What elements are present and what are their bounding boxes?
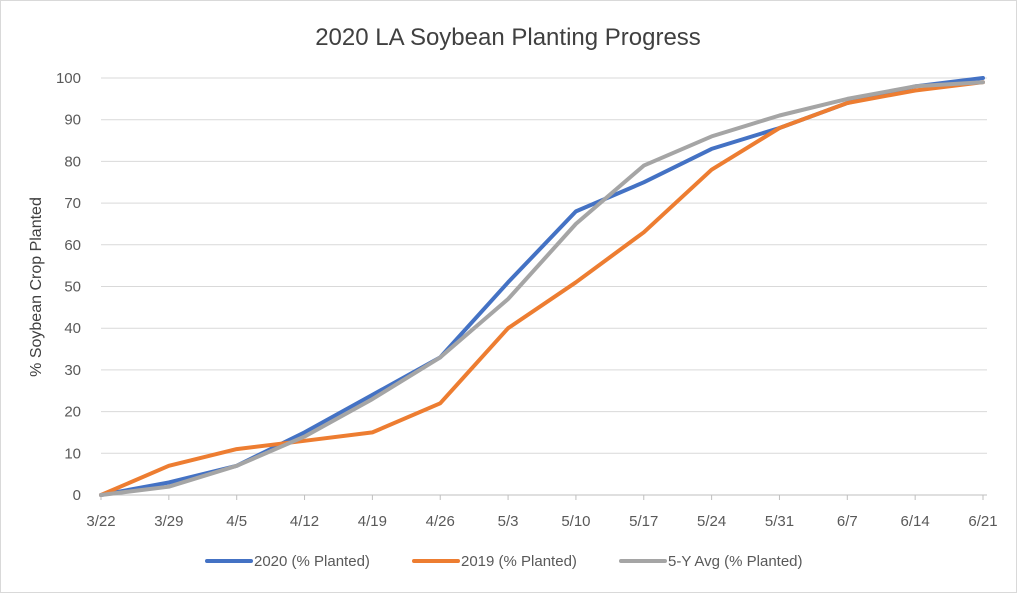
legend-label: 2019 (% Planted) [461, 553, 577, 570]
series-line-1 [99, 80, 985, 497]
x-tick-label: 6/21 [968, 513, 997, 530]
x-axis: 3/22 3/29 4/5 4/12 4/19 4/26 5/3 5/10 5/17 5/24 5/… [86, 494, 998, 530]
x-tick-label: 4/26 [426, 513, 455, 530]
series-lines [99, 76, 985, 497]
y-tick-label: 50 [64, 279, 81, 296]
legend-label: 2020 (% Planted) [254, 553, 370, 570]
x-tick-label: 6/14 [901, 513, 930, 530]
chart-title: 2020 LA Soybean Planting Progress [315, 24, 701, 51]
x-tick-label: 5/24 [697, 513, 726, 530]
y-tick-label: 70 [64, 195, 81, 212]
y-tick-label: 20 [64, 404, 81, 421]
x-tick-label: 6/7 [837, 513, 858, 530]
y-tick-label: 30 [64, 362, 81, 379]
x-tick-label: 4/5 [226, 513, 247, 530]
legend-label: 5-Y Avg (% Planted) [668, 553, 803, 570]
y-tick-label: 80 [64, 153, 81, 170]
gridlines: 0 10 20 30 40 50 60 70 80 90 100 [56, 70, 987, 504]
x-tick-label: 5/31 [765, 513, 794, 530]
y-tick-label: 0 [73, 487, 81, 504]
y-tick-label: 60 [64, 237, 81, 254]
y-tick-label: 100 [56, 70, 81, 87]
y-tick-label: 40 [64, 320, 81, 337]
x-tick-label: 3/29 [154, 513, 183, 530]
x-tick-label: 3/22 [86, 513, 115, 530]
y-axis-title: % Soybean Crop Planted [28, 197, 45, 377]
series-line-2 [99, 80, 985, 497]
x-tick-label: 5/3 [498, 513, 519, 530]
y-tick-label: 10 [64, 445, 81, 462]
x-tick-label: 5/10 [561, 513, 590, 530]
legend: 2020 (% Planted) 2019 (% Planted) 5-Y Avg … [205, 553, 803, 570]
x-tick-label: 4/19 [358, 513, 387, 530]
x-tick-label: 5/17 [629, 513, 658, 530]
x-tick-label: 4/12 [290, 513, 319, 530]
y-tick-label: 90 [64, 112, 81, 129]
